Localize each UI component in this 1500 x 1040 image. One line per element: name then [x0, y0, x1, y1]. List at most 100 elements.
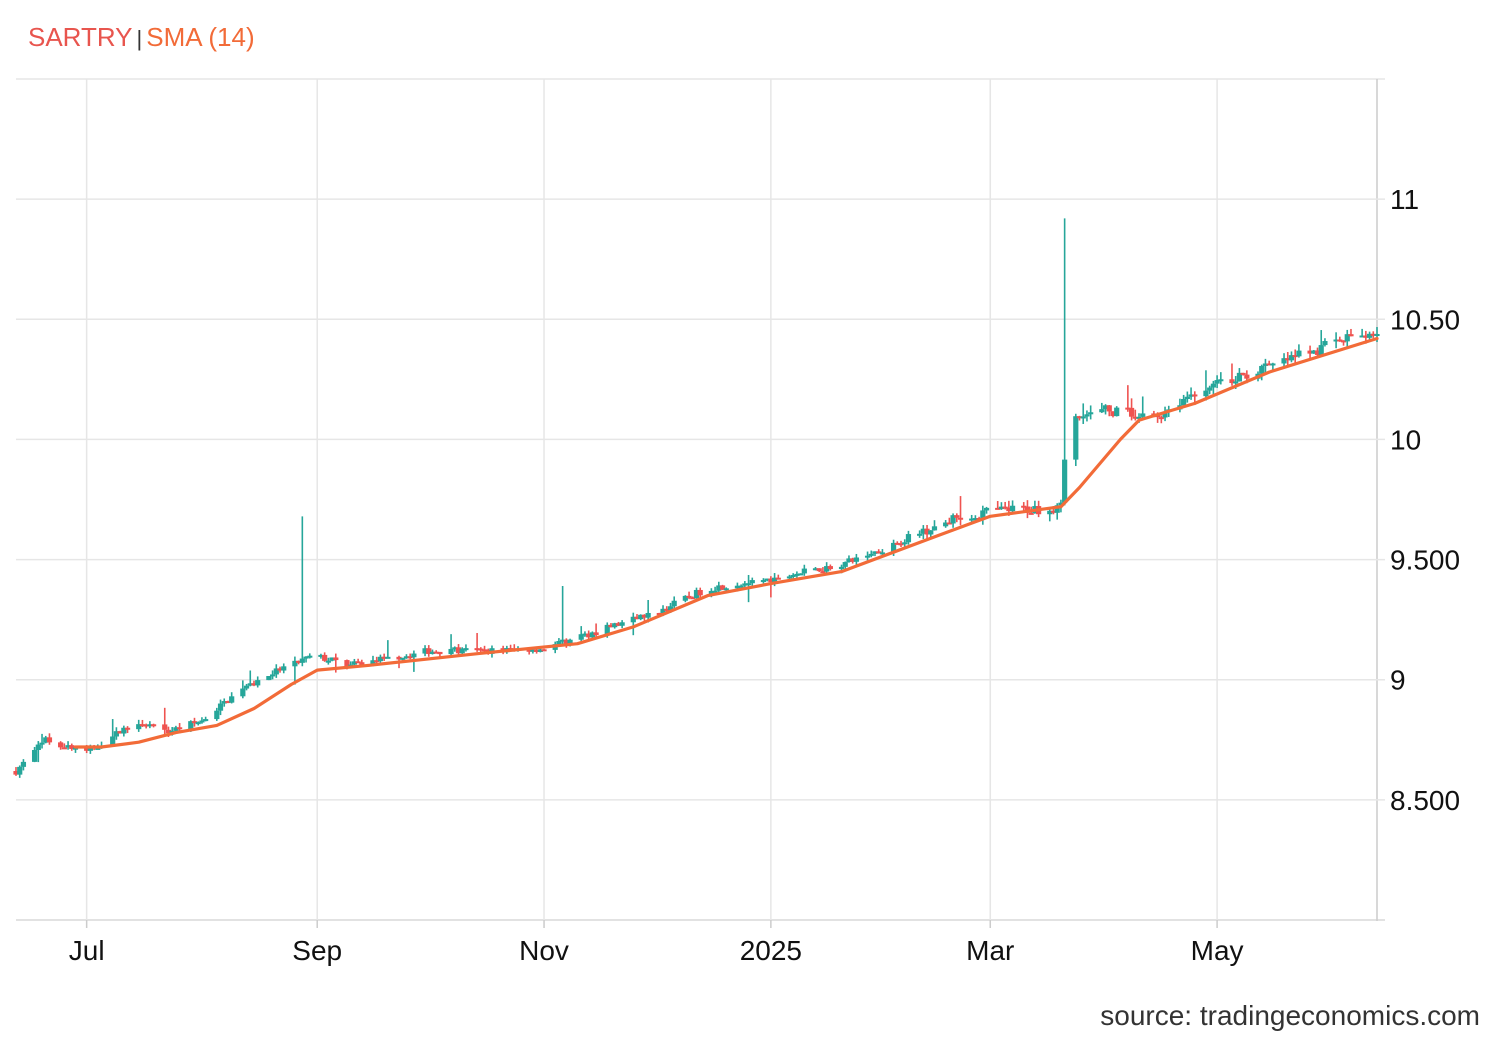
candle-body — [738, 585, 744, 588]
candle-body — [303, 656, 309, 659]
candle-body — [43, 737, 49, 743]
candle-body — [905, 534, 912, 543]
candle-body — [790, 574, 796, 577]
candle-body — [221, 701, 227, 704]
candle-body — [630, 616, 636, 623]
candle-body — [39, 742, 45, 745]
candle-body — [199, 720, 205, 723]
candle-body — [920, 528, 926, 534]
candle-body — [455, 647, 462, 654]
candle-body — [801, 568, 807, 574]
candle-body — [1076, 416, 1083, 419]
candle-body — [820, 571, 826, 574]
candle-body — [478, 648, 484, 651]
candle-body — [890, 542, 897, 553]
candles — [13, 218, 1380, 778]
candle-body — [1058, 502, 1064, 506]
candle-body — [136, 724, 142, 730]
candle-body — [876, 551, 882, 554]
candle-body — [850, 558, 856, 562]
candle-body — [1009, 505, 1016, 512]
candle-body — [1088, 412, 1094, 415]
candle-body — [749, 580, 755, 584]
candle-body — [917, 533, 923, 536]
candle-body — [1140, 413, 1146, 417]
candle-body — [296, 660, 302, 663]
candle-body — [1296, 350, 1302, 357]
candle-body — [195, 722, 201, 725]
candle-body — [690, 597, 696, 600]
candle-body — [693, 589, 700, 599]
candle-body — [281, 666, 287, 671]
price-chart[interactable]: 8.500 9 9.500 10 10.50 11 Jul Sep Nov 2025 Mar May — [0, 0, 1500, 1000]
candle-body — [1106, 405, 1112, 412]
candle-body — [1311, 350, 1317, 354]
candle-body — [1006, 507, 1012, 512]
candle-body — [734, 585, 741, 589]
source-credit[interactable]: source: tradingeconomics.com — [1100, 1000, 1480, 1031]
candle-body — [928, 530, 934, 535]
candle-body — [868, 553, 874, 556]
candle-body — [980, 510, 986, 519]
candle-body — [162, 724, 168, 730]
x-tick-label: Mar — [966, 935, 1014, 966]
candle-body — [1099, 409, 1105, 413]
x-tick-label: Jul — [69, 935, 105, 966]
x-axis: Jul Sep Nov 2025 Mar May — [69, 935, 1244, 966]
candle-body — [374, 660, 380, 663]
candle-body — [879, 552, 886, 555]
x-tick-label: Nov — [519, 935, 569, 966]
candle-body — [1218, 379, 1224, 382]
candle-body — [35, 744, 41, 751]
candle-body — [838, 566, 845, 570]
candle-body — [615, 623, 622, 626]
candle-body — [403, 656, 410, 659]
candle-body — [872, 551, 878, 554]
candle-body — [534, 649, 540, 652]
candle-body — [385, 656, 391, 659]
candle-body — [1366, 333, 1373, 338]
candle-body — [1184, 396, 1190, 400]
candle-body — [526, 648, 532, 652]
candle-body — [188, 721, 194, 730]
candle-body — [1307, 350, 1313, 354]
candle-body — [619, 622, 625, 626]
candle-body — [1314, 350, 1321, 355]
candle-body — [463, 648, 469, 651]
candle-body — [325, 660, 331, 663]
candle-body — [697, 589, 703, 596]
candle-body — [247, 683, 253, 686]
candle-body — [541, 649, 547, 652]
candle-body — [1062, 459, 1068, 503]
candle-body — [660, 608, 666, 614]
candle-body — [1333, 339, 1339, 342]
candle-body — [1084, 414, 1090, 417]
candle-body — [46, 737, 53, 743]
candle-body — [708, 590, 714, 596]
candle-body — [723, 588, 729, 591]
candle-body — [1132, 416, 1138, 419]
candle-body — [17, 766, 23, 775]
y-tick-label: 8.500 — [1390, 785, 1460, 816]
chart-grid — [16, 78, 1385, 928]
candle-body — [299, 658, 305, 663]
legend-symbol[interactable]: SARTRY — [28, 22, 133, 52]
candle-body — [604, 624, 610, 636]
candle-body — [1073, 416, 1079, 460]
candle-body — [318, 654, 324, 657]
candle-body — [1207, 387, 1213, 391]
candle-body — [1359, 335, 1365, 338]
legend-indicator[interactable]: SMA (14) — [146, 22, 255, 52]
candle-body — [307, 655, 313, 658]
candle-body — [1021, 505, 1027, 508]
candle-body — [894, 542, 900, 545]
y-axis: 8.500 9 9.500 10 10.50 11 — [1390, 184, 1460, 816]
candle-body — [359, 662, 365, 666]
candle-body — [667, 606, 674, 611]
candle-body — [20, 761, 27, 767]
candle-body — [150, 724, 157, 727]
legend-separator: | — [136, 26, 143, 51]
candle-body — [407, 656, 413, 659]
candle-body — [1262, 363, 1269, 366]
candle-body — [983, 507, 990, 511]
